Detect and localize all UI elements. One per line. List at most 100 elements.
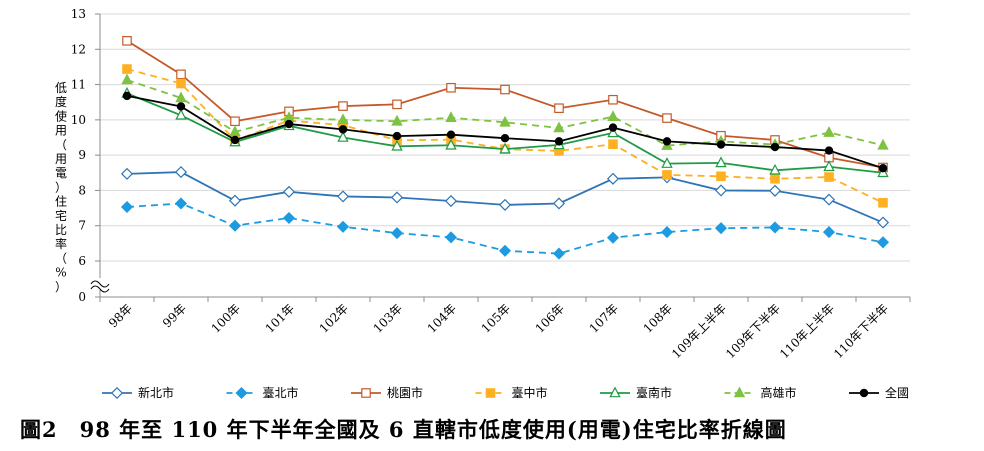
data-point xyxy=(607,126,619,138)
data-point xyxy=(877,138,889,150)
y-axis-label-char: 電 xyxy=(55,166,67,180)
data-point xyxy=(606,172,620,185)
data-point xyxy=(446,82,456,93)
legend-label: 全國 xyxy=(885,385,909,400)
y-tick-label: 10 xyxy=(71,113,86,127)
data-point xyxy=(391,114,403,126)
y-tick-label: 11 xyxy=(71,78,86,92)
data-point xyxy=(553,121,565,133)
data-point xyxy=(824,146,834,155)
x-tick-label: 109年下半年 xyxy=(723,301,783,361)
data-point xyxy=(175,91,187,103)
data-point xyxy=(859,388,869,398)
data-point xyxy=(445,138,457,150)
y-axis-label-char: 用 xyxy=(55,152,67,166)
data-point xyxy=(733,386,746,398)
data-point xyxy=(338,125,348,134)
data-point xyxy=(282,185,296,198)
y-axis-label: 低度使用（用電）住宅比率（%） xyxy=(55,81,67,294)
y-axis-label-char: 宅 xyxy=(55,208,67,223)
series-全國 xyxy=(122,91,888,173)
data-point xyxy=(337,113,349,125)
data-point xyxy=(120,167,134,180)
data-point xyxy=(608,123,618,132)
legend-item: 全國 xyxy=(849,385,909,400)
data-point xyxy=(498,244,512,257)
series-臺北市 xyxy=(120,197,890,260)
y-tick-label: 8 xyxy=(78,183,86,197)
x-tick-label: 106年 xyxy=(533,301,568,336)
line-chart: 0 6 7 8 9 10 11 12 13 98年 99年 100年 101年 102年 103年 104年 1… xyxy=(55,7,911,400)
data-point xyxy=(661,157,673,168)
axis-break-mark xyxy=(90,285,110,293)
data-point xyxy=(284,119,294,129)
data-point xyxy=(609,386,621,398)
series-新北市 xyxy=(120,166,890,229)
data-point xyxy=(878,163,888,173)
data-point xyxy=(176,78,186,89)
data-point xyxy=(445,111,457,123)
y-axis-label-char: （ xyxy=(55,251,67,265)
legend: 新北市 臺北市 桃園市 臺中市 臺南市 高雄市 全國 xyxy=(102,385,909,400)
data-point xyxy=(714,222,728,235)
data-point xyxy=(768,184,782,197)
legend-item: 高雄市 xyxy=(724,385,797,400)
axes: 0 6 7 8 9 10 11 12 13 98年 99年 100年 101年 102年 103年 104年 1… xyxy=(71,7,911,361)
data-point xyxy=(390,227,404,240)
series-line xyxy=(126,79,884,147)
y-axis-label-char: % xyxy=(55,266,66,280)
data-point xyxy=(229,125,241,137)
y-axis-label-char: 度 xyxy=(55,94,67,109)
x-tick-label: 99年 xyxy=(160,301,189,330)
legend-label: 桃園市 xyxy=(387,385,423,400)
data-point xyxy=(500,84,510,95)
data-point xyxy=(485,388,496,398)
data-point xyxy=(607,110,619,121)
data-point xyxy=(660,226,674,239)
y-axis-label-char: 使 xyxy=(55,108,67,123)
data-point xyxy=(120,200,134,214)
y-axis-label-char: 住 xyxy=(55,195,67,209)
y-axis-label-char: ） xyxy=(55,280,67,294)
data-point xyxy=(715,156,727,168)
data-point xyxy=(176,69,186,80)
data-point xyxy=(230,135,240,145)
x-tick-label: 107年 xyxy=(587,301,622,336)
legend-label: 高雄市 xyxy=(761,385,797,400)
data-point xyxy=(554,137,564,146)
y-tick-label: 12 xyxy=(71,42,86,56)
series-line xyxy=(126,171,884,224)
legend-label: 臺南市 xyxy=(636,385,672,400)
data-point xyxy=(716,171,726,182)
data-point xyxy=(606,231,620,244)
y-tick-label: 9 xyxy=(78,148,86,162)
y-axis-label-char: 比 xyxy=(55,223,67,237)
data-point xyxy=(824,172,834,182)
data-point xyxy=(608,94,618,105)
legend-item: 臺北市 xyxy=(226,385,299,400)
data-point xyxy=(392,131,402,141)
data-point xyxy=(175,108,187,120)
data-point xyxy=(770,173,780,184)
y-axis-label-char: 低 xyxy=(55,81,67,95)
data-point xyxy=(390,191,404,204)
x-tick-label: 102年 xyxy=(317,301,352,336)
x-tick-label: 98年 xyxy=(106,301,135,330)
data-point xyxy=(444,231,458,244)
y-tick-label: 7 xyxy=(78,219,86,233)
data-point xyxy=(769,163,781,175)
data-point xyxy=(282,211,296,224)
axis-break-mark xyxy=(90,280,110,288)
data-point xyxy=(554,103,564,114)
data-point xyxy=(228,194,242,207)
legend-item: 臺中市 xyxy=(475,385,548,400)
data-point xyxy=(823,160,835,172)
data-point xyxy=(228,219,242,232)
legend-label: 臺中市 xyxy=(512,385,548,400)
y-axis-label-char: 率 xyxy=(55,236,67,251)
data-point xyxy=(361,388,371,398)
data-point xyxy=(122,36,132,46)
data-point xyxy=(336,190,350,203)
series-line xyxy=(126,92,884,174)
data-point xyxy=(662,170,672,180)
